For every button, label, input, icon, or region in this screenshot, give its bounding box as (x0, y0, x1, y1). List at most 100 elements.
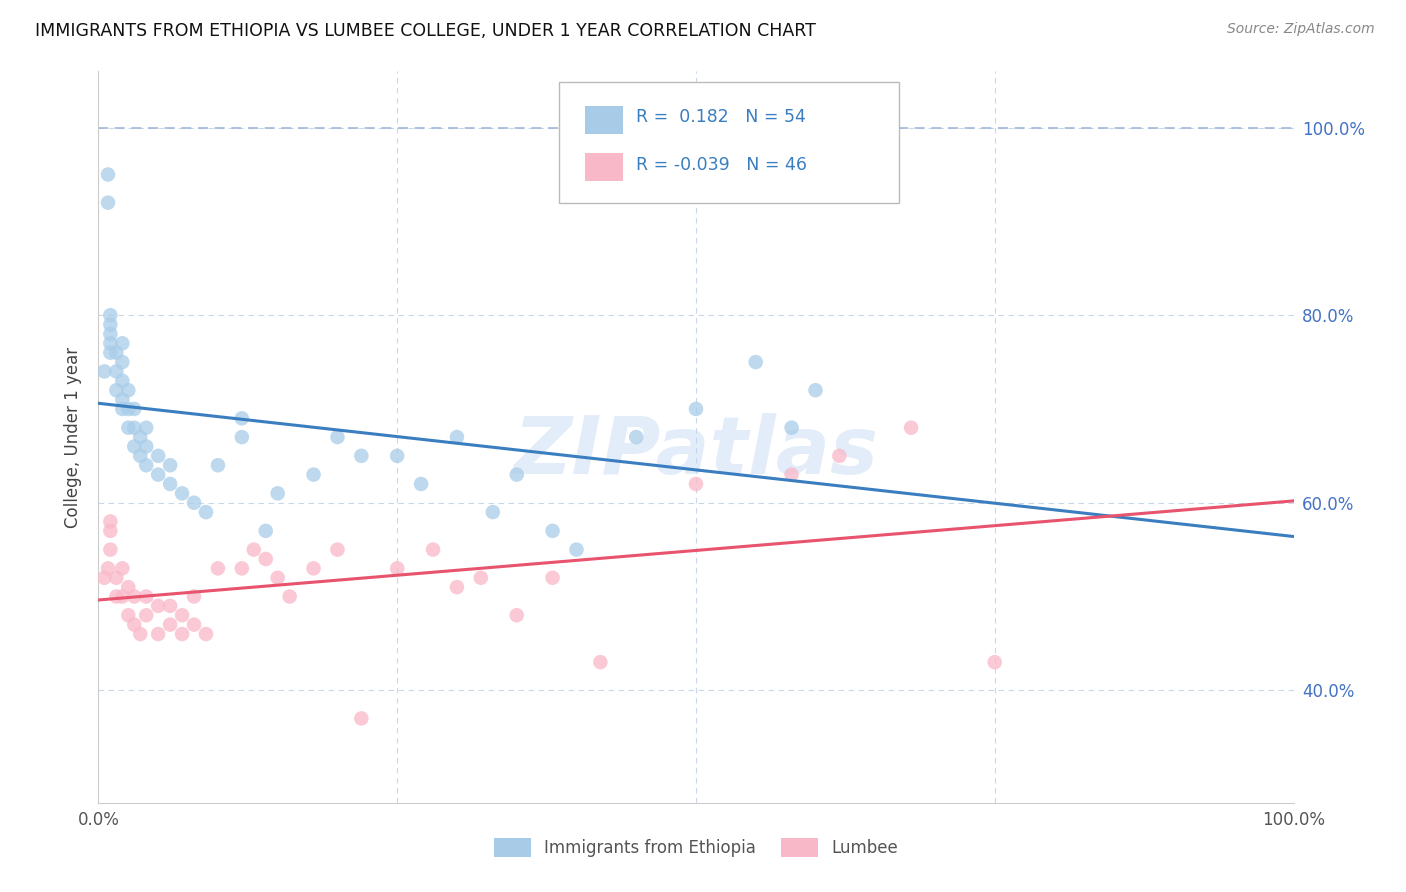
Text: IMMIGRANTS FROM ETHIOPIA VS LUMBEE COLLEGE, UNDER 1 YEAR CORRELATION CHART: IMMIGRANTS FROM ETHIOPIA VS LUMBEE COLLE… (35, 22, 815, 40)
Point (111, 401, 134, 416)
Point (105, 345, 128, 359)
Point (780, 420, 803, 434)
Point (98, 345, 122, 359)
Point (183, 590, 205, 604)
Point (111, 392, 134, 407)
Point (159, 477, 181, 491)
Point (124, 420, 146, 434)
Point (135, 440, 157, 454)
Point (506, 467, 529, 482)
Point (828, 449, 851, 463)
Y-axis label: College, Under 1 year: College, Under 1 year (65, 346, 83, 528)
Point (685, 401, 707, 416)
Point (385, 449, 409, 463)
Point (93, 364, 115, 378)
Point (207, 458, 229, 473)
Point (98, 336, 122, 351)
Point (195, 505, 218, 519)
Point (506, 608, 529, 623)
Point (129, 627, 152, 641)
Point (148, 599, 170, 613)
Point (105, 571, 128, 585)
Point (105, 364, 128, 378)
Point (111, 336, 134, 351)
Point (111, 590, 134, 604)
Point (98, 524, 122, 538)
Point (159, 458, 181, 473)
Point (98, 515, 122, 529)
Text: R = -0.039   N = 46: R = -0.039 N = 46 (637, 156, 807, 174)
Point (565, 542, 588, 557)
Point (302, 561, 325, 575)
Point (984, 655, 1007, 669)
Point (98, 326, 122, 341)
Point (422, 542, 444, 557)
Point (541, 524, 564, 538)
Point (541, 571, 564, 585)
Point (267, 486, 290, 500)
Text: R =  0.182   N = 54: R = 0.182 N = 54 (637, 109, 806, 127)
Point (231, 430, 253, 444)
Point (105, 590, 128, 604)
Point (626, 430, 648, 444)
Point (350, 449, 373, 463)
Point (117, 420, 139, 434)
Point (183, 496, 205, 510)
Point (231, 411, 253, 425)
Point (124, 401, 146, 416)
Point (207, 561, 229, 575)
Point (804, 383, 827, 397)
Point (172, 486, 194, 500)
FancyBboxPatch shape (585, 153, 623, 181)
Point (254, 552, 277, 566)
Point (350, 711, 373, 725)
Point (98, 318, 122, 332)
Point (411, 477, 433, 491)
Text: ZIPatlas: ZIPatlas (513, 413, 879, 491)
Point (172, 627, 194, 641)
Point (135, 458, 157, 473)
Point (135, 590, 157, 604)
Point (780, 467, 803, 482)
Point (117, 401, 139, 416)
Point (745, 355, 768, 369)
Point (111, 374, 134, 388)
Point (117, 580, 139, 594)
Point (589, 655, 612, 669)
Point (326, 430, 349, 444)
Point (470, 571, 492, 585)
Point (129, 449, 152, 463)
Point (243, 542, 266, 557)
Point (135, 608, 157, 623)
Point (98, 542, 122, 557)
Point (302, 467, 325, 482)
Point (267, 571, 290, 585)
Point (117, 608, 139, 623)
Point (97, 195, 120, 210)
Point (446, 430, 468, 444)
Point (326, 542, 349, 557)
Point (195, 627, 218, 641)
Point (124, 590, 146, 604)
Point (97, 561, 120, 575)
Point (124, 617, 146, 632)
Point (685, 477, 707, 491)
FancyBboxPatch shape (558, 82, 900, 203)
Point (159, 617, 181, 632)
Point (481, 505, 505, 519)
Point (183, 617, 205, 632)
Point (278, 590, 301, 604)
Point (97, 168, 120, 182)
Point (93, 571, 115, 585)
Point (111, 561, 134, 575)
Point (135, 420, 157, 434)
Point (111, 355, 134, 369)
Text: Source: ZipAtlas.com: Source: ZipAtlas.com (1227, 22, 1375, 37)
FancyBboxPatch shape (585, 106, 623, 134)
Point (254, 524, 277, 538)
Point (98, 308, 122, 322)
Point (231, 561, 253, 575)
Point (159, 599, 181, 613)
Point (105, 383, 128, 397)
Point (446, 580, 468, 594)
